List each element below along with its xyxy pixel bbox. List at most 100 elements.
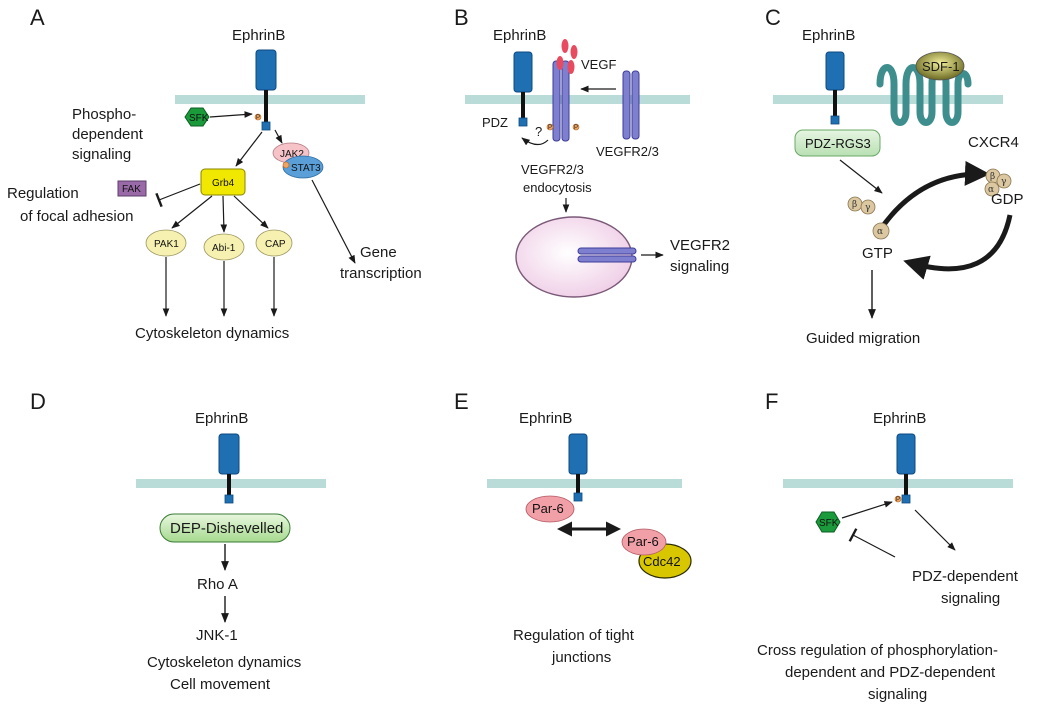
jnk1-label: JNK-1 [196,627,238,644]
pak1-label: PAK1 [154,239,179,250]
panel-letter-a: A [30,5,45,30]
cxcr4-receptor [876,64,972,126]
ephrinb-receptor-b [513,51,533,93]
sfk-node-f [815,511,841,533]
sfk-label-f: SFK [819,518,839,529]
vesicle-vegfr-2 [577,255,637,263]
pdz-motif-c [830,115,840,125]
arrow-grb4-to-cap [233,195,269,229]
pdz-signaling-line1: PDZ-dependent [912,568,1019,585]
phospho-vegfr-2 [572,123,580,131]
stat3-node [282,155,324,179]
cross-reg-line1: Cross regulation of phosphorylation- [757,642,998,659]
vegfr-helix-1 [552,60,561,142]
vegf-ligand-2 [570,45,578,59]
stat3-label: STAT3 [291,163,321,174]
phospho-vegfr-1 [546,123,554,131]
g-gamma-left-label: γ [865,203,870,213]
phospho-label-f: P [896,497,900,503]
pak1-node [145,229,187,257]
jak2-label: JAK2 [280,149,304,160]
par6-node-a [525,495,575,523]
pdz-motif-b [518,117,528,127]
phospho-label-line3: signaling [72,146,131,163]
abi1-node [203,233,245,261]
phospho-label-b2: P [574,125,578,131]
pdz-signaling-line2: signaling [941,590,1000,607]
par6-node-b [621,528,667,556]
vegf-ligand-3 [556,56,564,70]
ephrinb-tail-b [521,92,525,120]
ephrinb-label-f: EphrinB [873,410,926,427]
pdz-motif-e [573,492,583,502]
fak-label: FAK [122,184,141,195]
panel-letter-c: C [765,5,781,30]
cycle-arrow-gtp-to-gdp [877,160,990,232]
ephrinb-label-e: EphrinB [519,410,572,427]
par6-label-b: Par-6 [627,534,659,549]
vegfr-helix-2 [561,60,570,142]
panel-c: C EphrinB PDZ-RGS3 SDF-1 CXCR4 β γ α GTP… [765,5,1024,347]
g-beta-left-label: β [852,200,857,210]
e-outcome-line1: Regulation of tight [513,627,635,644]
phospho-label-line1: Phospho- [72,106,136,123]
inhibit-to-sfk-f [848,528,896,558]
panel-a: A EphrinB P Phospho- dependent signaling… [7,5,422,342]
ephrinb-tail-e [576,474,580,496]
inhibit-grb4-to-fak [155,183,201,208]
vegf-ligand-1 [561,39,569,53]
cdc42-label: Cdc42 [643,554,681,569]
vegfr23-helix-1 [622,70,631,140]
ephrinb-tail-d [227,474,231,498]
cap-node [255,229,293,257]
arrow-pdz-rgs3-to-cycle [839,159,883,194]
vegfr23-label: VEGFR2/3 [596,144,659,159]
endocytosis-label-line1: VEGFR2/3 [521,162,584,177]
gene-label-line2: transcription [340,265,422,282]
g-alpha-gdp-label: α [988,185,994,195]
rhoa-label: Rho A [197,576,238,593]
pdz-motif-a [261,121,271,131]
ephrinb-label-d: EphrinB [195,410,248,427]
cytoskeleton-label-a: Cytoskeleton dynamics [135,325,289,342]
arrow-sfk-to-phospho-f [841,501,893,519]
vegf-label: VEGF [581,57,616,72]
ephrinb-tail-c [833,90,837,120]
phospho-site-f [894,495,902,503]
membrane-c [773,95,1003,104]
phospho-stat3 [282,161,290,169]
g-alpha-gdp [984,181,1000,197]
e-outcome-line2: junctions [551,649,611,666]
gdp-label: GDP [991,191,1024,208]
vegfr2-signaling-line2: signaling [670,258,729,275]
pdz-motif-f [901,494,911,504]
membrane-f [783,479,1013,488]
arrow-sfk-to-phospho-a [209,111,253,118]
ephrinb-label-a: EphrinB [232,27,285,44]
phospho-site-a [254,113,262,121]
g-alpha-gtp [872,222,890,240]
arrow-stat3-to-gene [311,179,356,264]
d-outcome-line2: Cell movement [170,676,271,693]
arrow-grb4-to-abi1 [220,195,228,233]
panel-b: B EphrinB PDZ P P VEGF VEGFR2/3 ? VEGFR2… [454,5,730,298]
sfk-node-a [184,107,210,127]
ephrinb-receptor-d [218,433,240,475]
sfk-label-a: SFK [189,113,209,124]
pdz-rgs3-label: PDZ-RGS3 [805,136,871,151]
ephrinb-label-b: EphrinB [493,27,546,44]
cross-reg-line2: dependent and PDZ-dependent [785,664,996,681]
migration-label: Guided migration [806,330,920,347]
endocytosis-label-line2: endocytosis [523,180,592,195]
g-gamma-left [860,199,876,215]
arrow-to-pdz-signaling [914,509,956,551]
phospho-label-a: P [256,115,260,121]
phospho-label-b1: P [548,125,552,131]
ephrinb-receptor-a [255,49,277,91]
ephrinb-tail-a [264,90,268,122]
g-gamma-right [996,173,1012,189]
arrow-to-grb4 [235,131,263,167]
membrane-a [175,95,365,104]
g-beta-right-label: β [990,172,995,182]
